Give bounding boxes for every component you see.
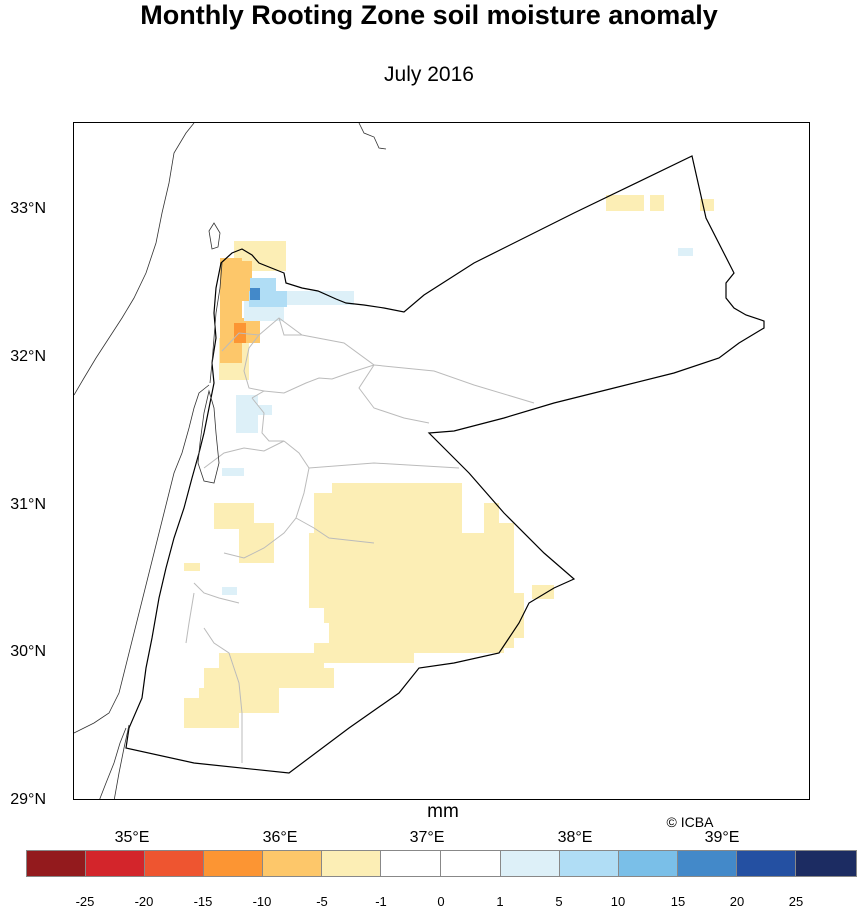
anomaly-blue-patches	[222, 248, 693, 595]
admin-boundary	[358, 364, 430, 424]
anomaly-cell	[222, 587, 237, 595]
legend-swatch	[677, 850, 737, 877]
admin-boundary	[283, 440, 460, 469]
anomaly-cell	[678, 248, 693, 256]
legend-label: -1	[375, 894, 387, 909]
legend-label: 15	[670, 894, 686, 909]
legend-label: 25	[788, 894, 804, 909]
anomaly-yellow-patches	[220, 258, 260, 363]
legend-swatch	[500, 850, 560, 877]
lon-label-35: 35°E	[114, 829, 150, 846]
anomaly-cell	[204, 668, 334, 688]
map-subtitle: July 2016	[384, 63, 474, 86]
legend-swatch	[85, 850, 145, 877]
anomaly-cell	[434, 638, 504, 653]
anomaly-cell	[222, 468, 244, 476]
legend-label: 1	[496, 894, 504, 909]
regional-coastlines	[74, 123, 387, 799]
admin-boundary	[223, 467, 310, 559]
anomaly-cell	[220, 258, 242, 363]
legend-swatch	[262, 850, 322, 877]
anomaly-cell	[606, 195, 644, 211]
anomaly-cell	[484, 503, 499, 543]
legend-units: mm	[427, 801, 459, 822]
legend-label: 20	[729, 894, 745, 909]
lat-label-29: 29°N	[10, 791, 46, 808]
governorate-boundaries	[185, 317, 535, 763]
legend-swatch	[736, 850, 796, 877]
legend-swatch	[795, 850, 857, 877]
admin-boundary	[221, 317, 376, 399]
legend-label: -15	[193, 894, 213, 909]
map-frame	[73, 122, 810, 800]
legend-label: 5	[555, 894, 563, 909]
admin-boundary	[251, 397, 284, 442]
northern-coast-detail	[358, 123, 387, 150]
legend-label: -25	[75, 894, 95, 909]
credit-text: © ICBA	[666, 814, 714, 830]
legend-swatch	[618, 850, 678, 877]
legend-swatch	[144, 850, 204, 877]
anomaly-cell	[532, 585, 554, 599]
legend-label: 0	[437, 894, 445, 909]
legend-swatch	[203, 850, 263, 877]
jordan-anomaly-map	[74, 123, 765, 799]
anomaly-cell	[250, 288, 260, 300]
anomaly-cell	[258, 405, 272, 415]
legend-label: -5	[316, 894, 328, 909]
anomaly-cell	[184, 563, 200, 571]
lon-label-36: 36°E	[262, 829, 298, 846]
admin-boundary	[203, 627, 243, 763]
anomaly-cell	[404, 643, 454, 653]
anomaly-light-yellow-patches	[184, 195, 714, 728]
anomaly-cell	[314, 643, 414, 663]
anomaly-cell	[242, 261, 252, 301]
lat-label-33: 33°N	[10, 200, 46, 217]
legend-swatch	[26, 850, 86, 877]
lat-label-31: 31°N	[10, 496, 46, 513]
legend-label: 10	[610, 894, 626, 909]
legend-colorbar	[26, 850, 857, 877]
anomaly-cell	[494, 603, 524, 638]
admin-boundary	[243, 334, 265, 392]
legend-swatch	[380, 850, 441, 877]
admin-boundary	[203, 440, 285, 469]
anomaly-cell	[236, 395, 258, 433]
legend-swatch	[440, 850, 501, 877]
anomaly-cell	[242, 318, 260, 343]
legend-label: -10	[252, 894, 272, 909]
sea-of-galilee	[208, 222, 221, 250]
jordan-border	[125, 155, 765, 774]
lat-label-32: 32°N	[10, 348, 46, 365]
mediterranean-coast	[74, 123, 195, 396]
lon-label-38: 38°E	[557, 829, 593, 846]
jordan-river	[209, 262, 223, 384]
gulf-of-aqaba-coast-east	[113, 724, 130, 799]
admin-boundary	[278, 317, 302, 336]
lon-label-39: 39°E	[704, 829, 740, 846]
legend-label: -20	[134, 894, 154, 909]
anomaly-cell	[650, 195, 664, 211]
sinai-coast	[74, 384, 210, 734]
admin-boundary	[185, 592, 195, 644]
legend-swatch	[559, 850, 619, 877]
lon-label-37: 37°E	[409, 829, 445, 846]
anomaly-cell	[204, 713, 239, 728]
legend-swatch	[321, 850, 381, 877]
anomaly-cell	[499, 523, 514, 543]
admin-boundary	[193, 582, 240, 604]
admin-boundary	[295, 517, 375, 544]
anomaly-cell	[239, 523, 274, 563]
admin-boundary	[373, 364, 535, 404]
dead-sea-shore	[197, 389, 220, 484]
gulf-of-aqaba-coast	[99, 727, 127, 799]
lat-label-30: 30°N	[10, 643, 46, 660]
page-title: Monthly Rooting Zone soil moisture anoma…	[140, 0, 718, 30]
